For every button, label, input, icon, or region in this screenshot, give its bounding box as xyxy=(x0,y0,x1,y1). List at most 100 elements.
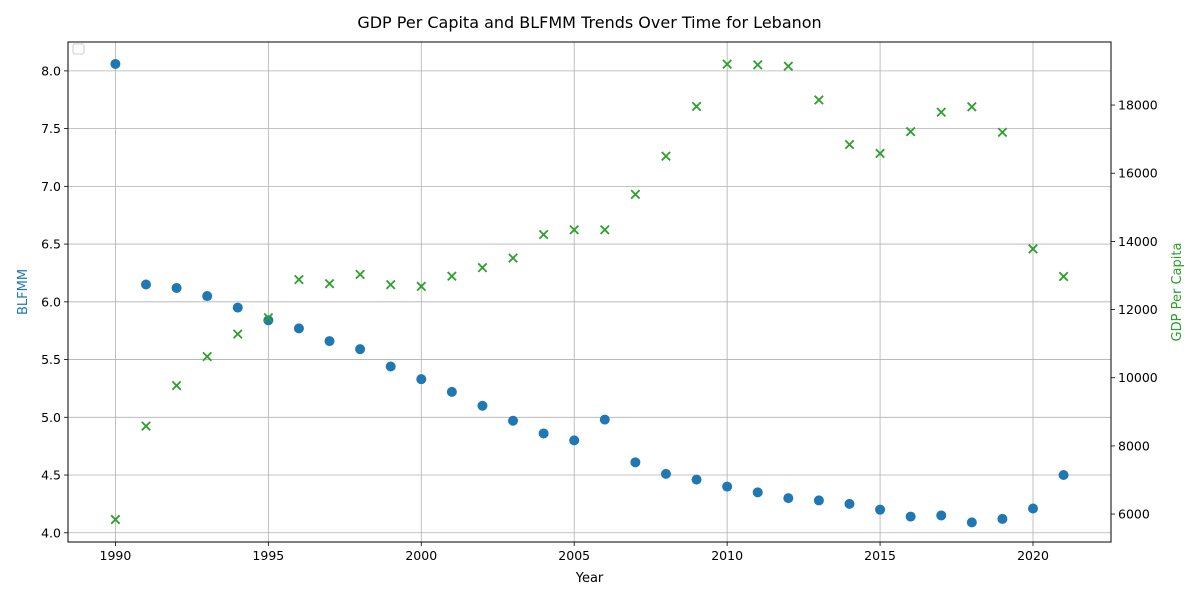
blfmm-point xyxy=(202,291,213,302)
blfmm-point xyxy=(140,279,151,290)
gdp-point-stroke xyxy=(1028,244,1038,254)
blfmm-point xyxy=(844,498,855,509)
gdp-point-stroke xyxy=(752,59,763,70)
gdp-point xyxy=(171,380,182,391)
plot-frame xyxy=(67,41,1112,543)
x-tick-label: 2000 xyxy=(405,548,437,563)
blfmm-point xyxy=(508,415,519,426)
gdp-point xyxy=(324,278,335,289)
blfmm-point xyxy=(171,282,182,293)
blfmm-point xyxy=(783,493,794,504)
gdp-point-stroke xyxy=(630,189,641,200)
blfmm-point xyxy=(355,344,366,355)
gdp-point xyxy=(141,421,151,431)
gdp-point xyxy=(232,329,243,339)
blfmm-point xyxy=(293,323,304,334)
gdp-point xyxy=(691,101,702,112)
blfmm-point xyxy=(722,481,733,492)
gdp-point xyxy=(752,59,763,70)
gdp-point xyxy=(569,224,580,235)
left-tick-label: 7.0 xyxy=(41,179,61,194)
gdp-point-stroke xyxy=(355,269,365,280)
gdp-point-stroke xyxy=(110,514,121,525)
blfmm-point xyxy=(691,474,702,485)
data-marks xyxy=(110,58,1069,528)
gdp-point xyxy=(477,262,488,273)
gdp-point xyxy=(936,107,947,118)
gdp-point-stroke xyxy=(875,148,885,159)
gdp-point xyxy=(508,253,518,263)
gdp-point-stroke xyxy=(477,262,488,273)
gdp-point-stroke xyxy=(294,274,304,285)
right-axis-ticks: 6000 8000 10000 12000 14000 16000 18000 xyxy=(1111,98,1158,522)
gdp-point xyxy=(661,151,671,162)
gdp-point xyxy=(1058,271,1069,282)
right-tick-label: 18000 xyxy=(1118,98,1158,113)
left-tick-label: 5.0 xyxy=(41,410,61,425)
left-tick-label: 4.5 xyxy=(41,468,61,483)
blfmm-point xyxy=(599,414,610,425)
gdp-point-stroke xyxy=(416,281,427,292)
blfmm-point xyxy=(569,435,580,446)
blfmm-point xyxy=(936,510,947,521)
blfmm-point xyxy=(385,361,396,372)
left-tick-label: 5.5 xyxy=(41,352,61,367)
gdp-point xyxy=(905,126,916,137)
gdp-point xyxy=(385,279,396,290)
blfmm-point xyxy=(416,374,427,385)
gdp-point xyxy=(875,148,885,159)
gdp-point-stroke xyxy=(447,271,457,281)
gdp-point xyxy=(263,312,274,323)
blfmm-point xyxy=(905,511,916,522)
blfmm-point xyxy=(1028,503,1039,514)
gdp-point-stroke xyxy=(141,421,151,431)
right-axis-label: GDP Per Capita xyxy=(1170,243,1185,342)
x-axis-ticks: 1990 1995 2000 2005 2010 2015 2020 xyxy=(100,542,1049,563)
left-tick-label: 8.0 xyxy=(41,63,61,78)
legend-box xyxy=(72,43,85,55)
gdp-point xyxy=(966,101,977,112)
blfmm-point xyxy=(263,315,274,326)
blfmm-point xyxy=(538,428,549,439)
blfmm-point xyxy=(232,302,243,313)
right-tick-label: 6000 xyxy=(1118,507,1150,522)
right-tick-label: 16000 xyxy=(1118,166,1158,181)
x-tick-label: 2010 xyxy=(711,548,743,563)
gdp-point-stroke xyxy=(966,101,977,112)
blfmm-point xyxy=(1058,470,1069,481)
gdp-point-stroke xyxy=(905,126,916,137)
gdp-point-stroke xyxy=(722,59,732,69)
gdp-point-stroke xyxy=(324,278,335,289)
blfmm-point xyxy=(875,504,886,515)
x-tick-label: 2020 xyxy=(1017,548,1049,563)
left-tick-label: 7.5 xyxy=(41,121,61,136)
gdp-point-stroke xyxy=(232,329,243,339)
gdp-point-stroke xyxy=(202,351,213,362)
right-tick-label: 14000 xyxy=(1118,234,1158,249)
gdp-point-stroke xyxy=(997,127,1008,138)
right-tick-label: 8000 xyxy=(1118,438,1150,453)
gdp-point-stroke xyxy=(783,61,794,72)
left-tick-label: 6.0 xyxy=(41,294,61,309)
x-tick-label: 1995 xyxy=(252,548,284,563)
blfmm-point xyxy=(660,468,671,479)
gdp-point-stroke xyxy=(1058,271,1069,282)
right-tick-label: 12000 xyxy=(1118,302,1158,317)
blfmm-point xyxy=(324,336,335,347)
x-tick-label: 2005 xyxy=(558,548,590,563)
blfmm-point xyxy=(446,386,457,397)
x-tick-label: 1990 xyxy=(100,548,132,563)
gdp-point-stroke xyxy=(385,279,396,290)
gdp-point-stroke xyxy=(661,151,671,162)
gdp-point xyxy=(294,274,304,285)
gdp-point xyxy=(844,139,855,150)
gdp-point-stroke xyxy=(691,101,702,112)
gdp-point xyxy=(1028,244,1038,254)
gdp-point xyxy=(110,514,121,525)
gdp-point-stroke xyxy=(936,107,947,118)
gdp-point xyxy=(416,281,427,292)
gdp-point-stroke xyxy=(599,224,610,235)
right-tick-label: 10000 xyxy=(1118,370,1158,385)
left-tick-label: 4.0 xyxy=(41,525,61,540)
gdp-point xyxy=(538,229,549,240)
